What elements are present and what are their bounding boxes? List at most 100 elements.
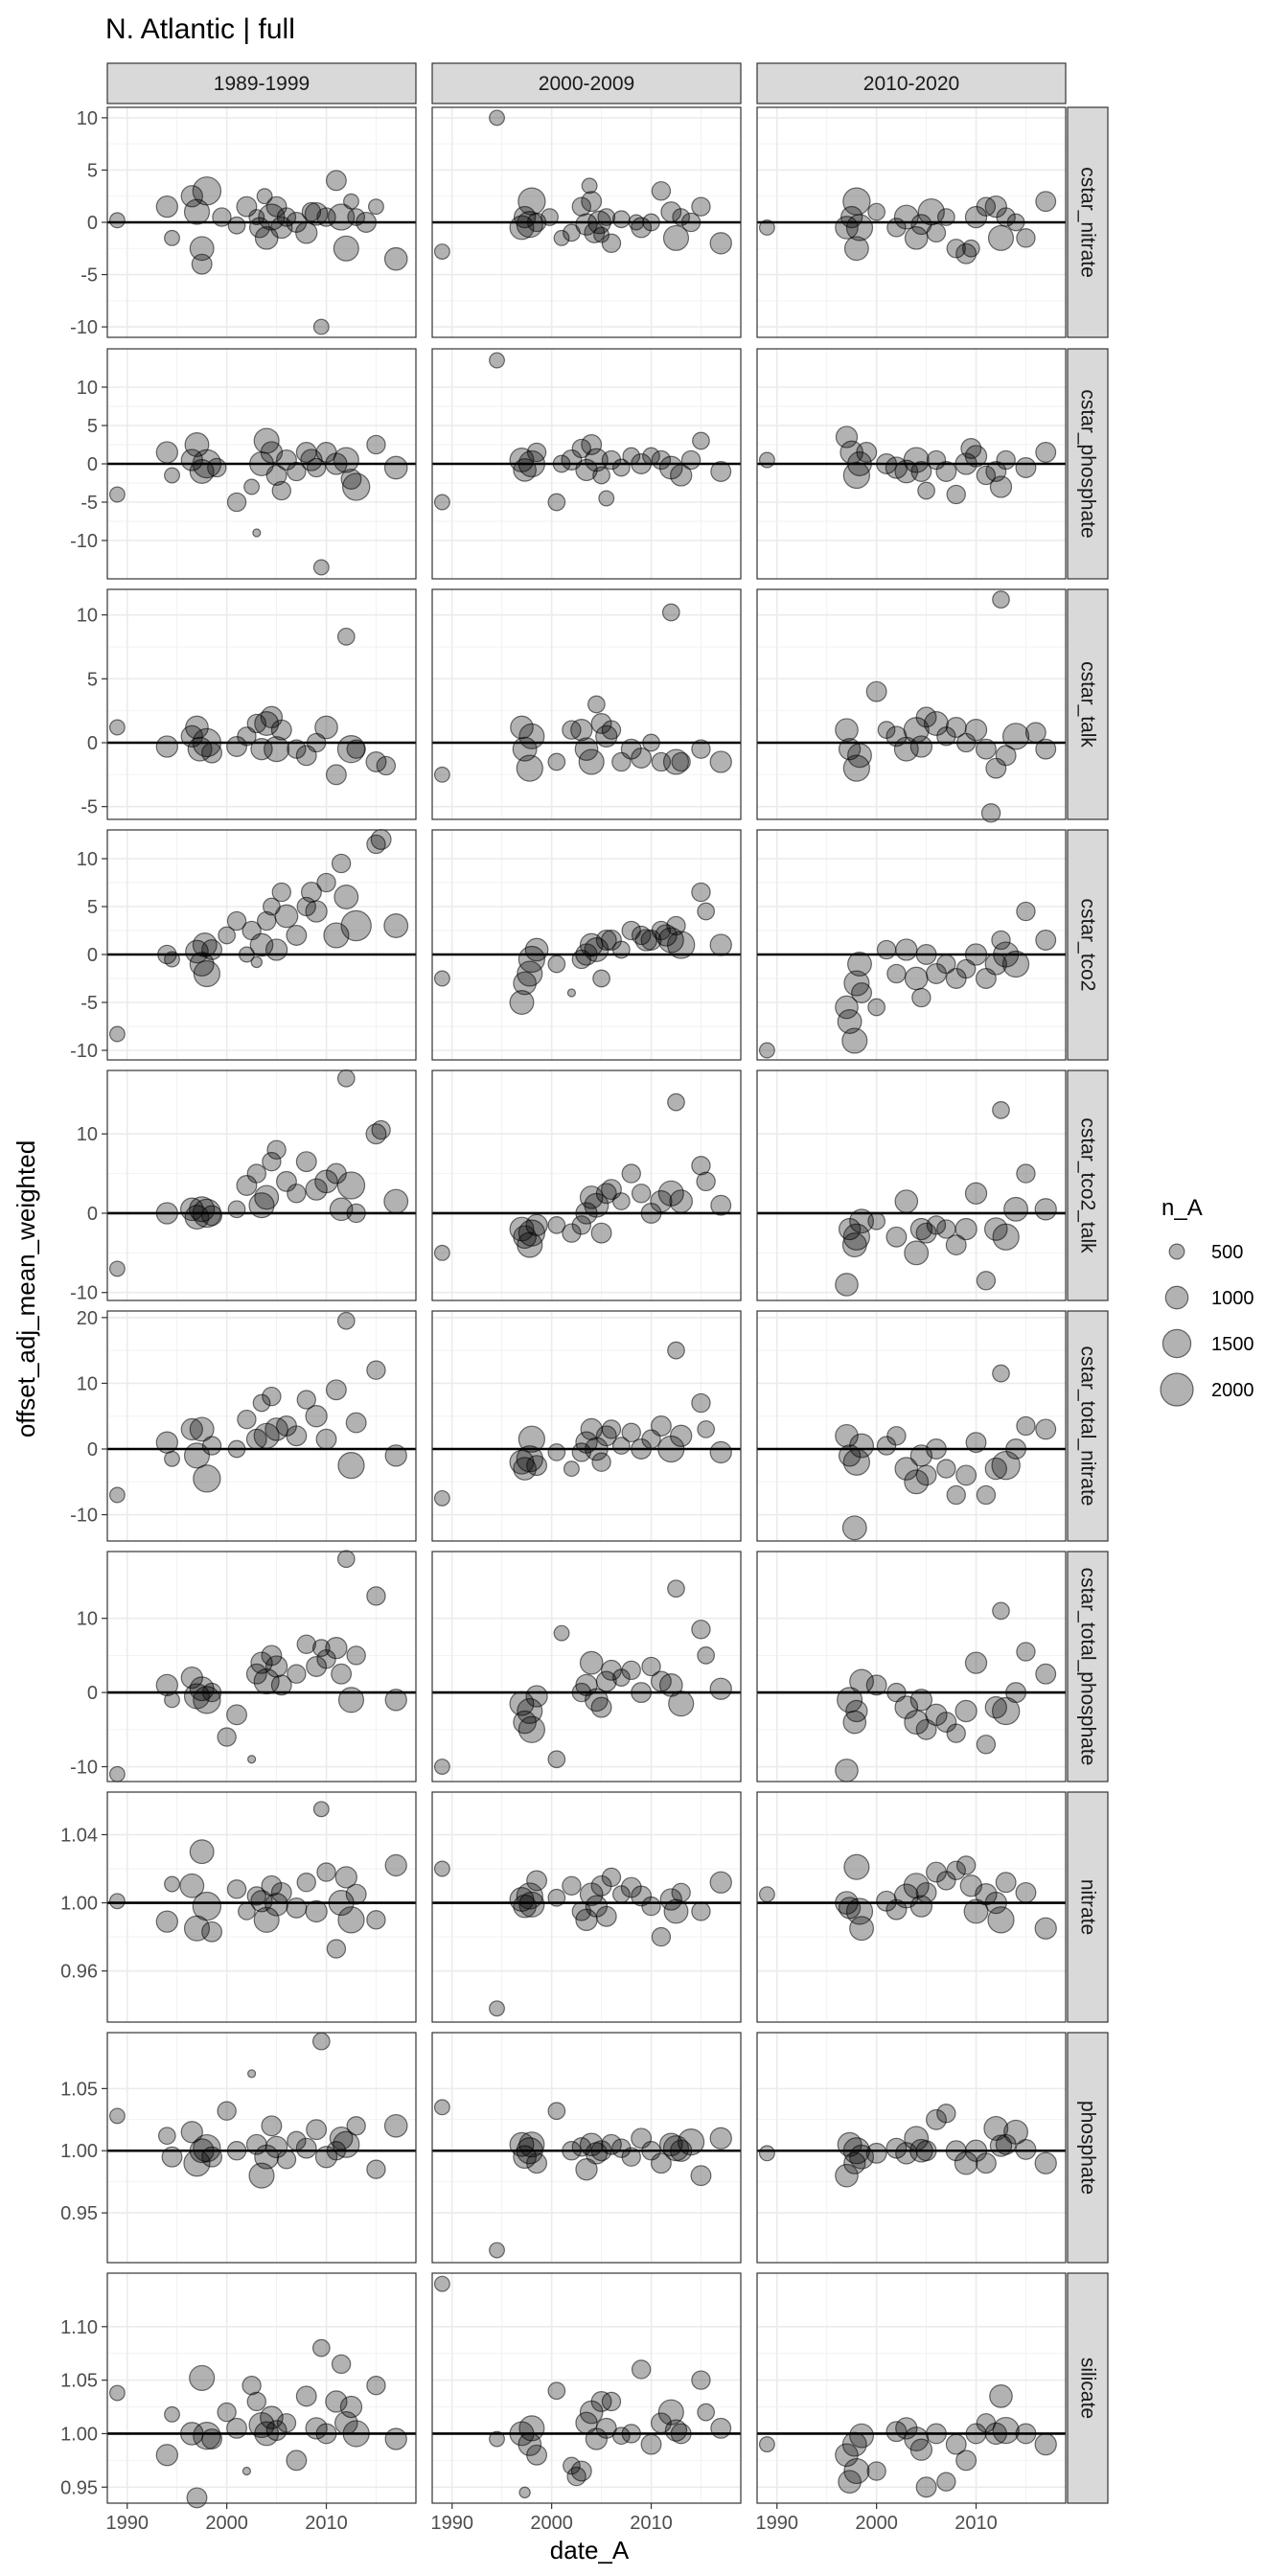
legend-key-background [1156,1276,1198,1319]
data-point [975,738,997,760]
data-point [305,1899,328,1923]
data-point [366,2159,386,2179]
data-point [894,459,919,484]
data-point [201,2428,223,2450]
data-point [903,1873,930,1899]
data-point [909,1689,933,1712]
data-point [642,213,660,232]
data-point [227,1200,246,1219]
row-strip [1067,2032,1109,2264]
data-point [509,1690,535,1716]
panel-border [431,348,742,580]
data-point [164,1691,180,1709]
data-point [631,1184,652,1204]
y-tick-label: -10 [70,317,98,338]
y-tick-label: -10 [70,1506,98,1527]
data-point [996,207,1016,227]
row-strip-label: cstar_total_phosphate [1077,1568,1099,1766]
data-point [590,1222,612,1244]
data-point [227,216,246,235]
data-point [242,2376,262,2396]
data-point [909,1895,933,1918]
data-point [305,1178,328,1201]
x-tick-label: 2010 [954,2513,998,2534]
data-point [989,2134,1013,2157]
data-point [709,2127,732,2150]
data-point [433,494,450,511]
y-axis-title: offset_adj_mean_weighted [12,1140,40,1438]
data-point [1035,1663,1057,1685]
data-point [581,177,598,195]
data-point [975,2152,997,2174]
data-point [311,2338,331,2358]
data-point [192,448,222,479]
data-point [1035,738,1057,760]
row-strip-label: cstar_tco2 [1077,899,1099,992]
data-point [336,627,356,646]
data-point [677,2128,705,2156]
data-point [433,1860,450,1877]
data-point [547,1750,566,1769]
panel-border [431,1310,742,1542]
data-point [1015,2139,1037,2160]
data-point [252,528,262,538]
data-point [185,715,209,740]
data-point [964,719,988,742]
data-point [987,1906,1015,1934]
data-point [183,2150,211,2177]
data-point [692,431,710,450]
data-point [547,1216,566,1234]
data-point [581,434,603,455]
data-point [296,1390,316,1410]
data-point [547,2102,566,2121]
data-point [325,170,347,192]
data-point [867,202,886,221]
data-point [526,2444,548,2466]
row-strip [1067,106,1109,338]
data-point [842,187,871,216]
data-point [356,212,378,233]
data-point [650,1415,672,1437]
data-point [433,1244,450,1261]
data-point [217,2402,237,2423]
data-point [513,1457,537,1481]
data-point [1015,2423,1037,2445]
data-point [276,207,297,227]
data-point [384,1853,407,1877]
panel-border [431,1070,742,1301]
y-tick-label: 0.95 [60,2477,98,2498]
panel-background [107,1070,416,1300]
data-point [433,1759,450,1775]
row-strip-label: phosphate [1077,2101,1099,2195]
data-point [157,944,177,965]
data-point [331,853,352,874]
data-point [709,1677,732,1700]
data-point [246,2391,266,2412]
data-point [621,1422,641,1443]
data-point [271,480,291,501]
panel-border [106,1791,417,2023]
panel-border [756,2032,1067,2264]
data-point [207,457,227,478]
data-point [611,940,631,959]
data-point [164,467,180,484]
data-point [651,181,672,201]
data-point [433,1489,450,1506]
data-point [366,434,386,455]
data-point [1035,442,1057,463]
data-point [936,954,956,975]
data-point [936,2472,956,2492]
data-point [261,2115,283,2137]
data-point [849,1916,875,1942]
data-point [201,1682,222,1703]
data-point [525,1213,548,1237]
data-point [327,203,356,231]
data-point [242,2466,252,2476]
data-point [845,1699,868,1723]
data-point [621,2424,641,2444]
data-point [651,920,672,941]
data-point [212,207,232,227]
data-point [909,2138,933,2163]
data-point [1016,1642,1036,1662]
data-point [489,2000,505,2017]
